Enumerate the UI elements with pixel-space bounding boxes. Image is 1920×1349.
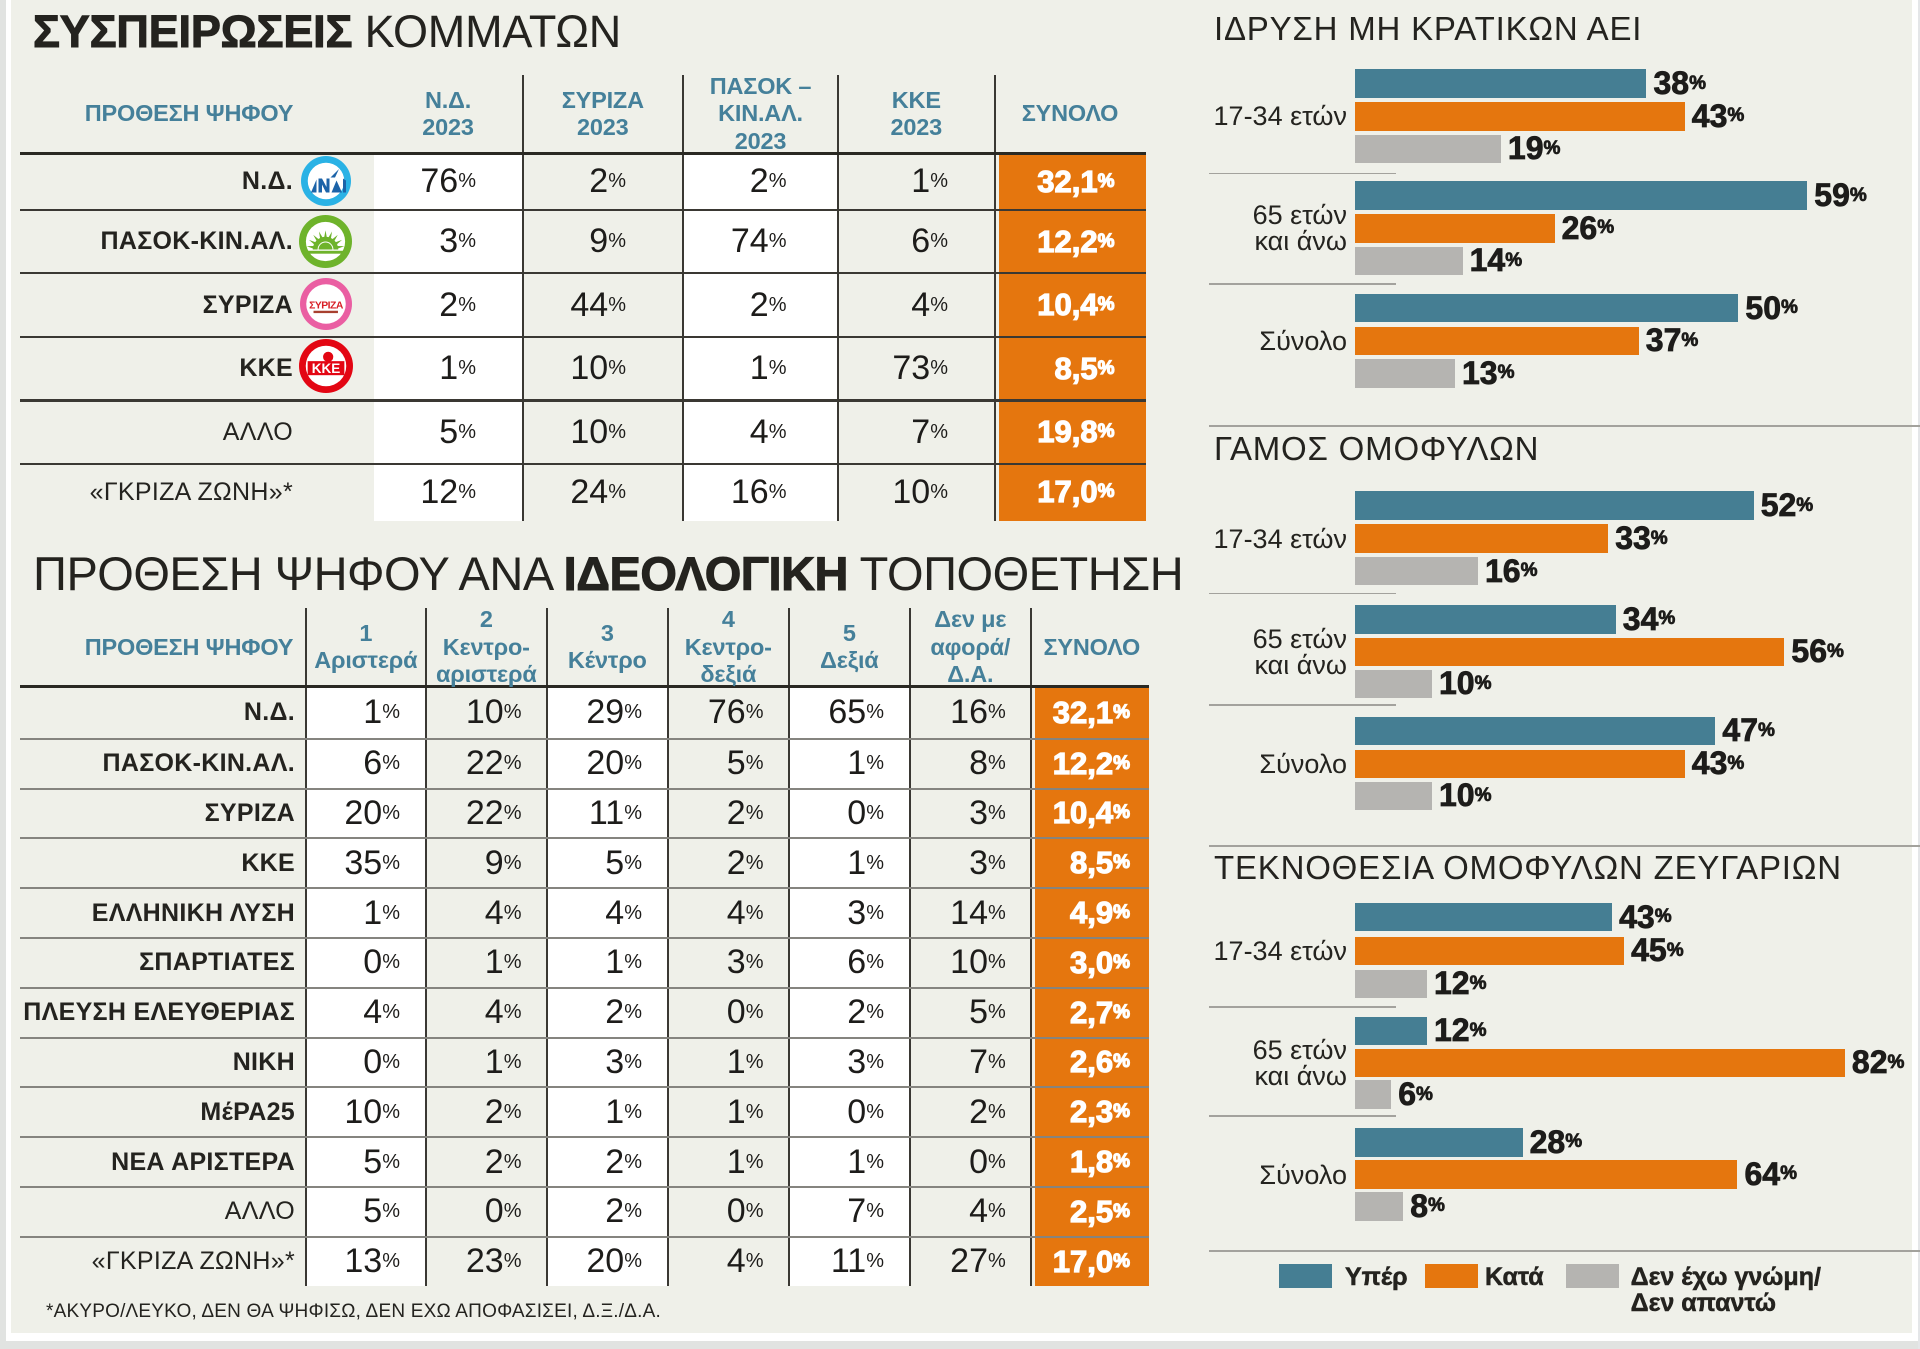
svg-text:ΣΥΡΙΖΑ: ΣΥΡΙΖΑ (309, 300, 344, 311)
svg-text:KKE: KKE (311, 361, 340, 376)
